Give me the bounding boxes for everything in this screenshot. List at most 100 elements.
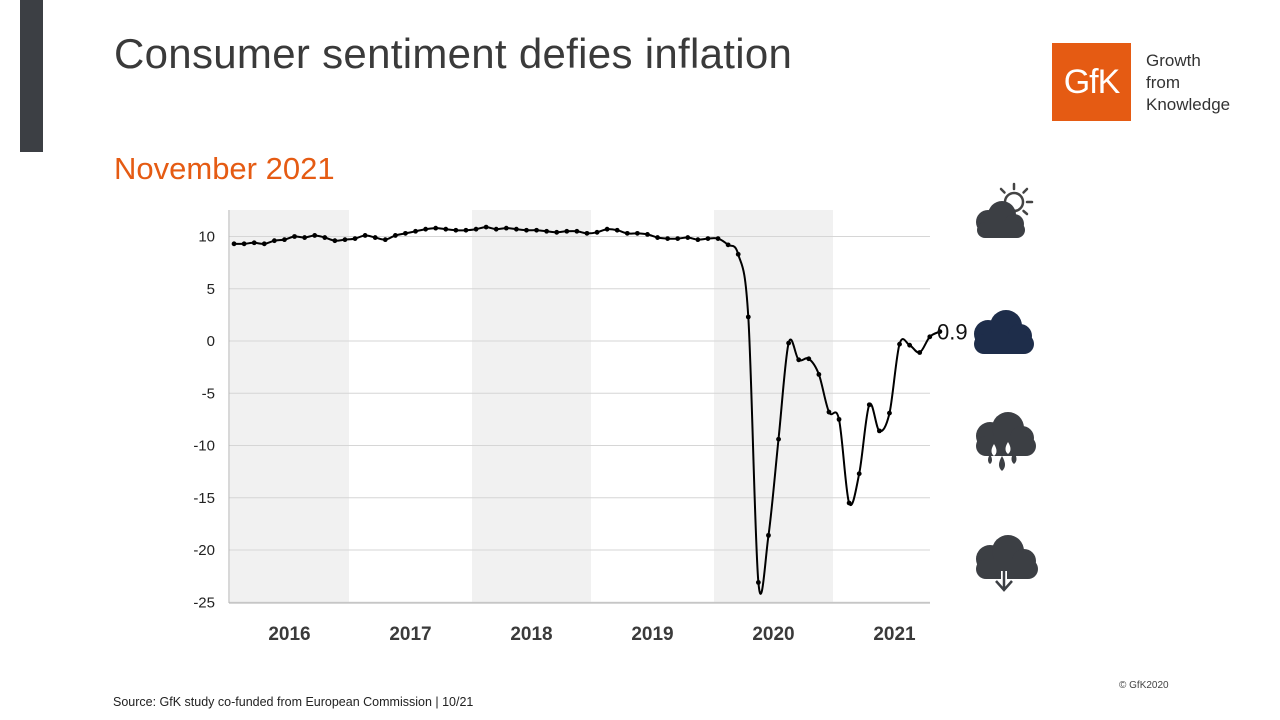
- source-note: Source: GfK study co-funded from Europea…: [113, 695, 474, 709]
- data-point: [302, 235, 308, 240]
- data-point: [433, 225, 439, 231]
- data-point: [493, 226, 499, 232]
- data-point: [634, 230, 640, 236]
- data-point: [443, 226, 449, 232]
- data-point: [332, 238, 338, 244]
- data-point: [322, 235, 328, 240]
- latest-value-label: 0.9: [937, 320, 968, 345]
- y-tick-label: 0: [207, 333, 215, 350]
- x-tick-label: 2017: [389, 624, 431, 645]
- slide-title: Consumer sentiment defies inflation: [114, 30, 793, 77]
- data-point: [594, 229, 600, 235]
- data-point: [574, 228, 580, 234]
- y-tick-label: -5: [202, 385, 215, 402]
- data-point: [241, 241, 247, 247]
- data-point: [897, 341, 902, 347]
- data-point: [856, 471, 862, 477]
- data-point: [261, 241, 267, 247]
- data-point: [352, 236, 358, 241]
- data-point: [705, 236, 711, 241]
- sun-cloud-icon: [976, 182, 1034, 238]
- data-point: [292, 234, 297, 239]
- data-point: [907, 342, 913, 348]
- data-point: [876, 428, 882, 434]
- data-point: [645, 232, 650, 237]
- data-point: [483, 224, 489, 230]
- tagline-line-2: from: [1146, 73, 1180, 92]
- y-tick-label: -10: [193, 438, 215, 455]
- data-point: [725, 242, 731, 248]
- data-point: [584, 230, 590, 236]
- tagline-line-3: Knowledge: [1146, 95, 1231, 114]
- data-point: [665, 236, 671, 241]
- storm-cloud-icon: [976, 535, 1038, 595]
- data-point: [745, 314, 751, 320]
- data-point: [362, 233, 368, 238]
- data-point: [715, 236, 721, 241]
- x-tick-label: 2020: [752, 624, 794, 645]
- logo-tagline: Growth from Knowledge: [1146, 50, 1230, 116]
- data-point: [392, 233, 398, 238]
- gfk-logo-text: GfK: [1063, 62, 1121, 101]
- data-point: [816, 372, 822, 377]
- data-point: [927, 334, 933, 340]
- data-point: [675, 236, 681, 241]
- data-point: [917, 350, 923, 355]
- slide-subtitle: November 2021: [114, 151, 335, 186]
- data-point: [766, 532, 771, 538]
- data-point: [937, 329, 943, 334]
- data-point: [564, 228, 570, 234]
- year-band-2020: [714, 210, 833, 603]
- y-tick-label: 10: [198, 229, 215, 246]
- data-point: [887, 410, 892, 416]
- data-point: [695, 237, 701, 243]
- data-point: [312, 233, 318, 238]
- data-point: [796, 357, 802, 363]
- gfk-logo: GfK: [1052, 43, 1131, 121]
- data-point: [413, 228, 418, 234]
- rain-cloud-icon: [976, 412, 1036, 471]
- data-point: [382, 237, 388, 243]
- data-point: [342, 237, 348, 243]
- data-point: [614, 227, 620, 233]
- copyright: © GfK2020: [1119, 680, 1169, 691]
- cloud-icon: [974, 310, 1034, 354]
- data-point: [534, 227, 539, 233]
- y-tick-label: 5: [207, 281, 215, 298]
- data-point: [786, 340, 792, 346]
- data-point: [372, 235, 378, 240]
- data-point: [624, 230, 630, 236]
- data-point: [866, 402, 872, 408]
- y-tick-label: -15: [193, 490, 215, 507]
- x-tick-label: 2019: [631, 624, 673, 645]
- data-point: [251, 240, 257, 246]
- data-point: [755, 579, 761, 585]
- data-point: [806, 356, 812, 362]
- data-point: [826, 409, 832, 415]
- data-point: [604, 226, 610, 232]
- data-point: [544, 228, 550, 234]
- y-tick-label: -25: [193, 594, 215, 611]
- data-point: [473, 226, 479, 232]
- x-tick-label: 2021: [873, 624, 916, 645]
- data-point: [554, 229, 560, 235]
- data-point: [655, 235, 660, 240]
- data-point: [735, 251, 741, 257]
- data-point: [403, 230, 408, 236]
- data-point: [513, 226, 519, 232]
- data-point: [463, 227, 469, 233]
- data-point: [836, 416, 842, 422]
- x-tick-label: 2016: [268, 624, 310, 645]
- data-point: [423, 226, 429, 232]
- accent-bar: [20, 0, 43, 152]
- data-point: [503, 225, 509, 231]
- data-point: [776, 436, 781, 442]
- data-point: [282, 237, 287, 243]
- x-tick-label: 2018: [510, 624, 552, 645]
- data-point: [453, 227, 459, 233]
- data-point: [846, 500, 852, 506]
- data-point: [524, 227, 529, 233]
- data-point: [271, 238, 277, 244]
- data-point: [685, 235, 691, 240]
